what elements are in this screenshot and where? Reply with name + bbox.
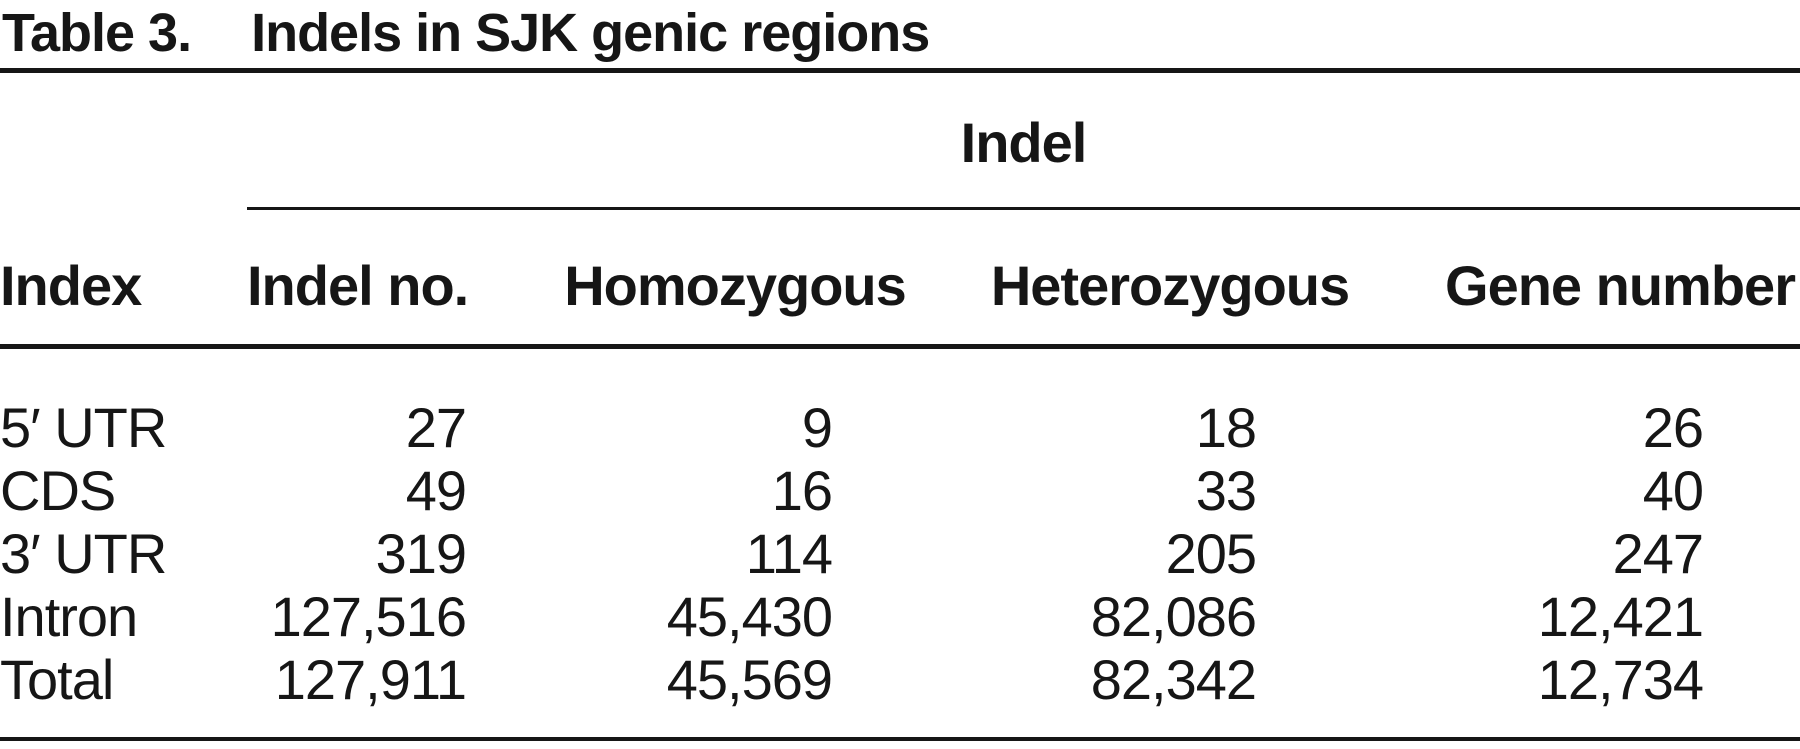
table-number-label: Table 3. [2,3,192,63]
table-title: Table 3. Indels in SJK genic regions [2,2,1798,64]
cell-heterozygous: 33 [1195,459,1257,522]
row-label: 5′ UTR [0,396,167,459]
row-label: 3′ UTR [0,522,167,585]
cell-heterozygous: 82,086 [1090,585,1257,648]
bottom-rule [0,737,1800,741]
col-header-gene-number: Gene number [1445,254,1796,317]
cell-homozygous: 9 [801,396,833,459]
col-header-indel-no: Indel no. [247,254,469,317]
column-header-row: Index Indel no. Homozygous Heterozygous … [0,256,1800,316]
spanner-rule [247,207,1800,210]
cell-heterozygous: 82,342 [1090,648,1257,711]
cell-indel-no: 127,911 [274,648,467,711]
top-rule [0,68,1800,73]
table-body: 5′ UTR 27 9 18 26 CDS 49 16 33 40 3′ UTR… [0,396,1800,711]
cell-indel-no: 127,516 [270,585,467,648]
table-caption: Indels in SJK genic regions [251,3,930,63]
header-rule [0,344,1800,349]
col-header-heterozygous: Heterozygous [990,254,1350,317]
cell-homozygous: 45,430 [666,585,833,648]
cell-gene-number: 12,421 [1537,585,1704,648]
cell-heterozygous: 205 [1165,522,1257,585]
col-header-index: Index [0,254,142,317]
cell-gene-number: 247 [1612,522,1704,585]
cell-indel-no: 27 [405,396,467,459]
row-label: Intron [0,585,138,648]
cell-heterozygous: 18 [1195,396,1257,459]
cell-gene-number: 26 [1642,396,1704,459]
cell-homozygous: 114 [745,522,833,585]
spanner-header-indel: Indel [960,111,1088,174]
col-header-homozygous: Homozygous [564,254,907,317]
row-label: Total [0,648,114,711]
cell-gene-number: 12,734 [1537,648,1704,711]
cell-homozygous: 45,569 [666,648,833,711]
cell-homozygous: 16 [771,459,833,522]
cell-gene-number: 40 [1642,459,1704,522]
cell-indel-no: 319 [375,522,467,585]
cell-indel-no: 49 [405,459,467,522]
row-label: CDS [0,459,116,522]
